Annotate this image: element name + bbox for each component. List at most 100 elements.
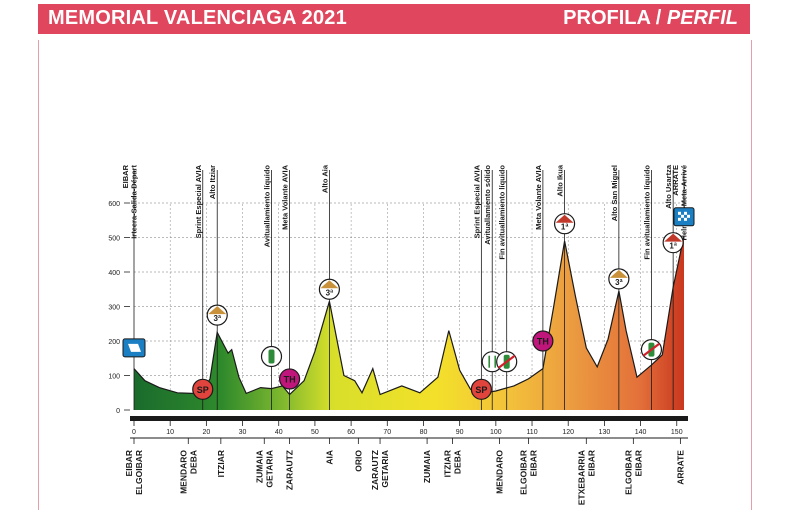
badge-text: 3ª (615, 278, 622, 287)
x-tick-label: 80 (420, 429, 428, 436)
badge-circle (206, 304, 228, 326)
marker-sprint: SP (470, 378, 492, 400)
bottle-icon (268, 349, 275, 364)
badge-text: 1ª (669, 242, 676, 251)
badge-circle (608, 268, 630, 290)
town-label: EIBAR (528, 450, 538, 476)
top-label: Meta Volante AVIA (534, 164, 543, 229)
town-label: EIBAR (633, 450, 643, 476)
y-tick-label: 100 (108, 374, 120, 381)
x-tick-label: 60 (347, 429, 355, 436)
top-label: Meta Volante AVIA (281, 164, 290, 229)
x-tick-label: 130 (599, 429, 611, 436)
top-label: Alto Aia (320, 164, 329, 193)
x-tick-label: 0 (132, 429, 136, 436)
badge-text: TH (284, 374, 296, 384)
flag-square (684, 211, 687, 215)
badge-text: 3ª (326, 288, 333, 297)
top-label: Sprint Especial AVIA (194, 164, 203, 238)
badge-circle (553, 213, 576, 235)
mountain-icon (609, 269, 628, 278)
top-label: Alto Itziar (208, 165, 217, 199)
town-label: EIBAR (124, 450, 134, 476)
marker-sprint: SP (192, 378, 214, 400)
strike-icon (498, 354, 516, 369)
x-tick-label: 20 (202, 429, 210, 436)
y-tick-label: 400 (108, 270, 120, 277)
mountain-icon (664, 233, 683, 242)
mountain-icon (208, 306, 227, 315)
top-label: Sprint Especial AVIA (472, 164, 481, 238)
badge-text: 3ª (214, 314, 221, 323)
elevation-area (134, 235, 684, 410)
town-label: MENDARO (494, 450, 504, 494)
flag-square (681, 214, 684, 218)
x-tick-label: 90 (456, 429, 464, 436)
mountain-icon (320, 280, 339, 289)
y-tick-label: 500 (108, 236, 120, 243)
town-label: ITZIAR (442, 450, 452, 477)
badge-text: SP (197, 385, 209, 395)
top-label: Fin avituallamiento líquido (642, 165, 651, 260)
marker-mountain: 3ª (206, 304, 228, 326)
y-tick-label: 0 (116, 408, 120, 415)
x-tick-label: 110 (526, 429, 537, 436)
top-label: Fin avituallamiento líquido (498, 165, 507, 260)
badge-circle (470, 378, 492, 400)
y-tick-label: 300 (108, 305, 120, 312)
x-tick-label: 140 (635, 429, 647, 436)
x-tick-label: 120 (562, 429, 574, 436)
marker-start (122, 338, 146, 358)
town-label: ZUMAIA (254, 450, 264, 483)
badge-circle (192, 378, 214, 400)
race-title: MEMORIAL VALENCIAGA 2021 (48, 7, 347, 29)
x-tick-label: 10 (166, 429, 174, 436)
town-label: DEBA (452, 450, 462, 474)
town-label: ITZIAR (216, 450, 226, 477)
marker-meta: TH (278, 368, 301, 390)
x-tick-label: 40 (275, 429, 283, 436)
town-label: MENDARO (178, 450, 188, 494)
badge-circle (318, 278, 340, 300)
marker-nodrink (640, 339, 663, 361)
x-tick-label: 70 (383, 429, 391, 436)
elevation-line (133, 235, 685, 396)
town-label: ELGOIBAR (623, 450, 633, 495)
top-label: Helmuga-Meta-Arrivé (679, 165, 688, 240)
top-label: EIBAR (121, 164, 130, 188)
flag-square (678, 217, 681, 221)
marker-nodrink (496, 351, 518, 373)
flag-square (678, 211, 681, 215)
profile-label: PROFILA / PERFIL (563, 7, 738, 29)
chart-frame (38, 40, 752, 510)
badge-circle (662, 232, 684, 254)
km-axis-bar (130, 416, 688, 421)
x-tick-label: 30 (239, 429, 247, 436)
top-label: Alto San Miguel (610, 165, 619, 221)
y-tick-label: 600 (108, 201, 120, 208)
marker-drink (260, 345, 283, 368)
town-label: GETARIA (264, 450, 274, 488)
flag-square (687, 214, 690, 218)
top-label: Avituallamiento líquido (263, 165, 272, 248)
town-label: ELGOIBAR (518, 450, 528, 495)
town-label: DEBA (188, 450, 198, 474)
y-tick-label: 200 (108, 339, 120, 346)
badge-text: 1ª (561, 223, 568, 232)
strike-icon (642, 342, 661, 357)
badge-text: SP (475, 385, 487, 395)
start-icon (128, 343, 141, 352)
town-label: EIBAR (586, 450, 596, 476)
marker-cat1: 1ª (553, 213, 576, 235)
marker-food (481, 351, 503, 373)
header-banner: MEMORIAL VALENCIAGA 2021 PROFILA / PERFI… (38, 4, 750, 34)
town-label: ZUMAIA (422, 450, 432, 483)
town-label: ELGOIBAR (134, 450, 144, 495)
mountain-icon (555, 214, 574, 223)
x-tick-label: 50 (311, 429, 319, 436)
top-label: ARRATE (671, 165, 680, 196)
top-label: Avituallamiento sólido (483, 165, 492, 245)
town-label: GETARIA (380, 450, 390, 488)
town-label: ORIO (353, 450, 363, 472)
